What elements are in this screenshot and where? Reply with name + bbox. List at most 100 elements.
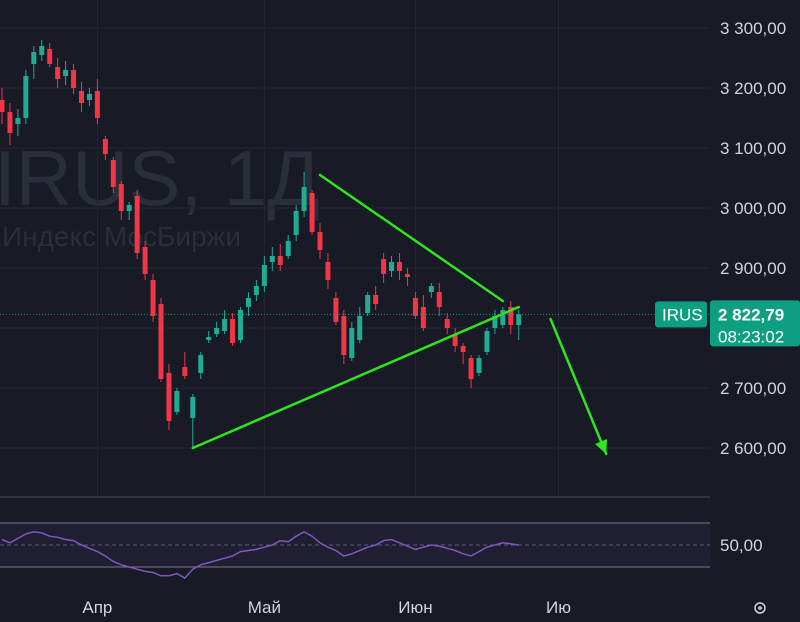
candle[interactable] <box>460 343 466 364</box>
candle-body <box>79 91 84 103</box>
candle[interactable] <box>333 292 339 325</box>
trendline[interactable] <box>318 173 505 303</box>
candle[interactable] <box>63 61 69 85</box>
candle[interactable] <box>397 253 402 280</box>
candle[interactable] <box>253 280 259 301</box>
candle[interactable] <box>230 313 236 346</box>
rsi-pane[interactable]: 50,00 <box>0 522 763 579</box>
candle[interactable] <box>134 190 140 259</box>
candle[interactable] <box>444 313 450 334</box>
drawing-overlays[interactable] <box>191 173 608 456</box>
candle[interactable] <box>39 40 45 61</box>
candle[interactable] <box>389 256 395 277</box>
candle-body <box>381 259 387 274</box>
candle-body <box>500 310 506 325</box>
price-tick-label: 3 300,00 <box>720 19 786 38</box>
candle[interactable] <box>373 286 379 310</box>
candle[interactable] <box>484 328 490 355</box>
time-tick-label: Ию <box>546 598 571 617</box>
candle-body <box>349 328 355 358</box>
candle[interactable] <box>500 307 506 328</box>
candle-body <box>253 286 259 295</box>
candle[interactable] <box>47 43 53 67</box>
candle[interactable] <box>94 79 100 124</box>
candle[interactable] <box>206 331 212 343</box>
candle-body <box>222 319 228 331</box>
candle[interactable] <box>357 307 363 343</box>
candle[interactable] <box>55 58 61 88</box>
candle[interactable] <box>174 388 180 415</box>
candle[interactable] <box>182 352 188 379</box>
candle[interactable] <box>452 328 458 352</box>
candle[interactable] <box>508 301 514 334</box>
rsi-line[interactable] <box>1 530 519 579</box>
candle[interactable] <box>7 103 13 145</box>
candle[interactable] <box>261 256 267 292</box>
candle[interactable] <box>293 205 299 241</box>
candle[interactable] <box>15 109 21 136</box>
candle[interactable] <box>23 70 29 124</box>
candle[interactable] <box>110 157 116 193</box>
candle[interactable] <box>349 322 355 361</box>
time-axis[interactable]: Апр Май Июн Ию <box>82 598 571 617</box>
candle[interactable] <box>365 292 371 316</box>
candle[interactable] <box>301 172 307 217</box>
price-tag <box>710 300 800 347</box>
candle-body <box>333 298 339 322</box>
symbol-tag-label: IRUS <box>662 305 703 324</box>
price-axis[interactable]: 3 300,00 3 200,00 3 100,00 3 000,00 2 900,00… <box>720 19 786 458</box>
candle[interactable] <box>158 298 164 382</box>
candle[interactable] <box>245 292 251 316</box>
candle[interactable] <box>190 394 196 448</box>
candle[interactable] <box>198 352 204 379</box>
candle[interactable] <box>412 292 418 319</box>
candle-body <box>261 265 267 286</box>
candle[interactable] <box>214 322 220 337</box>
candle-body <box>7 112 13 133</box>
candle[interactable] <box>71 64 77 94</box>
trendline[interactable] <box>191 305 520 450</box>
candle[interactable] <box>79 82 84 112</box>
forecast-arrow-head <box>595 439 608 454</box>
candle[interactable] <box>86 88 92 106</box>
candle-body <box>373 295 379 304</box>
candle[interactable] <box>428 283 434 298</box>
candle[interactable] <box>436 283 442 316</box>
candle[interactable] <box>404 268 410 286</box>
candle[interactable] <box>325 253 331 289</box>
candle[interactable] <box>516 310 522 340</box>
candle[interactable] <box>102 136 108 160</box>
candle[interactable] <box>222 310 228 334</box>
candle[interactable] <box>476 355 482 376</box>
candle[interactable] <box>142 241 148 280</box>
candle[interactable] <box>277 244 283 271</box>
candle[interactable] <box>381 253 387 283</box>
candlestick-series[interactable] <box>0 40 522 448</box>
candle[interactable] <box>238 307 243 343</box>
candle[interactable] <box>341 310 347 364</box>
candle-body <box>341 316 347 355</box>
candle[interactable] <box>0 88 5 124</box>
candle-body <box>0 100 5 112</box>
candle[interactable] <box>31 46 37 79</box>
settings-gear-icon[interactable] <box>754 602 766 614</box>
candle[interactable] <box>118 181 124 220</box>
candle-body <box>134 196 140 253</box>
candle[interactable] <box>317 223 323 259</box>
candle[interactable] <box>126 202 132 220</box>
candle[interactable] <box>309 190 315 235</box>
candle[interactable] <box>285 235 291 259</box>
candle[interactable] <box>420 295 426 331</box>
candle-body <box>357 316 363 340</box>
candle[interactable] <box>269 247 275 271</box>
candle[interactable] <box>166 364 172 430</box>
candle[interactable] <box>492 310 498 334</box>
candle-body <box>277 256 283 265</box>
candle-body <box>214 328 220 334</box>
candle-body <box>468 358 474 379</box>
price-tick-label: 3 200,00 <box>720 79 786 98</box>
candle[interactable] <box>468 355 474 388</box>
candle-body <box>365 295 371 313</box>
forecast-arrow-line[interactable] <box>549 317 608 456</box>
